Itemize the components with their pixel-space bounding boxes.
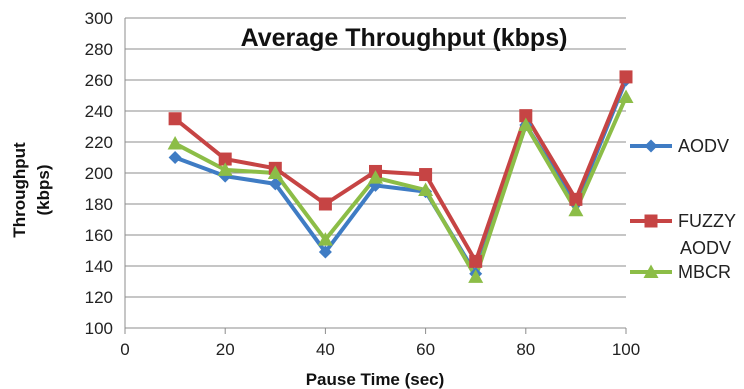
data-point-mbcr-20 — [217, 162, 233, 176]
legend-item-fuzzy-aodv: FUZZY AODV — [630, 211, 736, 258]
legend-marker-aodv — [644, 139, 658, 153]
data-point-fuzzy-aodv-20 — [218, 152, 232, 166]
data-point-mbcr-30 — [267, 165, 283, 179]
legend-marker-shape-aodv — [644, 139, 658, 153]
y-tick-label-160: 160 — [85, 226, 113, 245]
series-lines — [173, 76, 628, 279]
legend-marker-fuzzy-aodv — [644, 214, 658, 228]
legend-label-mbcr: MBCR — [678, 262, 731, 282]
legend-item-aodv: AODV — [630, 136, 729, 156]
data-markers — [167, 70, 634, 283]
data-point-mbcr-70 — [468, 269, 484, 283]
x-axis-label: Pause Time (sec) — [306, 370, 445, 389]
x-tick-label-80: 80 — [516, 340, 535, 359]
y-tick-label-120: 120 — [85, 288, 113, 307]
data-point-mbcr-40 — [317, 232, 333, 246]
x-tick-label-40: 40 — [316, 340, 335, 359]
x-tick-label-100: 100 — [612, 340, 640, 359]
data-point-mbcr-80 — [518, 117, 534, 131]
y-tick-label-200: 200 — [85, 164, 113, 183]
x-tick-label-0: 0 — [120, 340, 129, 359]
y-tick-label-260: 260 — [85, 71, 113, 90]
data-point-fuzzy-aodv-60 — [419, 168, 433, 182]
data-point-mbcr-50 — [368, 170, 383, 184]
y-tick-label-300: 300 — [85, 9, 113, 28]
y-axis-label-line-2: (kbps) — [34, 165, 53, 216]
legend-marker-mbcr — [643, 264, 659, 278]
series-line-fuzzy-aodv — [173, 76, 628, 264]
data-point-mbcr-100 — [618, 89, 634, 104]
axes — [124, 18, 627, 334]
legend-label-fuzzy-aodv-line-1: FUZZY — [678, 211, 736, 231]
data-point-fuzzy-aodv-40 — [318, 197, 332, 211]
data-point-mbcr-60 — [418, 182, 434, 197]
legend-label-aodv: AODV — [678, 136, 729, 156]
data-point-fuzzy-aodv-10 — [168, 112, 182, 126]
legend-marker-shape-fuzzy-aodv — [644, 214, 658, 228]
y-tick-label-100: 100 — [85, 319, 113, 338]
x-tick-label-60: 60 — [416, 340, 435, 359]
y-axis-label: Throughput (kbps) — [10, 142, 53, 238]
tick-labels: 100 120 140 160 180 200 220 240 260 280 300 0 20 40 60… — [85, 9, 641, 359]
y-tick-label-180: 180 — [85, 195, 113, 214]
data-point-aodv-30 — [268, 177, 282, 191]
legend-item-mbcr: MBCR — [630, 262, 731, 282]
data-point-fuzzy-aodv-80 — [519, 109, 533, 123]
legend-marker-shape-mbcr — [643, 264, 659, 278]
data-point-mbcr-90 — [568, 202, 584, 217]
y-tick-label-280: 280 — [85, 40, 113, 59]
x-tick-label-20: 20 — [216, 340, 235, 359]
y-tick-label-220: 220 — [85, 133, 113, 152]
data-point-fuzzy-aodv-70 — [469, 254, 483, 268]
data-point-fuzzy-aodv-90 — [569, 192, 583, 206]
data-point-mbcr-10 — [167, 136, 183, 150]
series-line-mbcr — [174, 96, 628, 279]
legend-label-fuzzy-aodv-line-2: AODV — [680, 238, 731, 258]
y-axis-label-line-1: Throughput — [10, 142, 29, 238]
legend: AODV FUZZY AODV MBCR — [630, 136, 736, 282]
y-tick-label-240: 240 — [85, 102, 113, 121]
y-tick-label-140: 140 — [85, 257, 113, 276]
data-point-aodv-10 — [168, 151, 182, 164]
data-point-aodv-40 — [318, 245, 332, 259]
data-point-fuzzy-aodv-100 — [619, 70, 633, 84]
chart-title: Average Throughput (kbps) — [241, 24, 568, 52]
